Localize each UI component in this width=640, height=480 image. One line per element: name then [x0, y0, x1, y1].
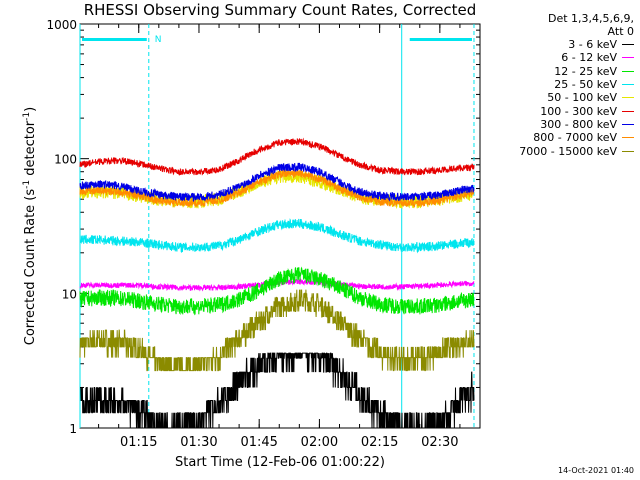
y-axis-title-part: Corrected Count Rate (s: [23, 189, 38, 346]
x-tick-label: 02:30: [421, 435, 458, 450]
legend-entry: 6 - 12 keV: [486, 51, 634, 64]
legend-entry: 100 - 300 keV: [486, 104, 634, 118]
series-line-800-7000-kev: [79, 167, 475, 208]
legend-swatch: [622, 84, 634, 86]
legend-entry: 3 - 6 keV: [486, 38, 634, 51]
x-tick-label: 02:15: [361, 435, 398, 450]
y-tick-label: 1000: [46, 18, 77, 32]
legend-entry-label: 50 - 100 keV: [547, 91, 617, 105]
chart-title: RHESSI Observing Summary Count Rates, Co…: [83, 1, 477, 19]
y-axis-title: Corrected Count Rate (s-1 detector-1): [22, 107, 38, 345]
legend-entry: 300 - 800 keV: [486, 118, 634, 131]
x-tick-label: 01:30: [180, 435, 217, 450]
timestamp: 14-Oct-2021 01:40: [558, 466, 634, 475]
y-axis-title-part: ): [23, 107, 38, 112]
legend-entry-label: 7000 - 15000 keV: [519, 144, 617, 158]
legend-entry-label: 100 - 300 keV: [540, 104, 617, 118]
legend-swatch: [622, 44, 634, 46]
legend-entry: 25 - 50 keV: [486, 78, 634, 91]
x-tick-label: 01:45: [240, 435, 277, 450]
legend-entry-label: 12 - 25 keV: [554, 64, 617, 78]
legend-header-line2: Att 0: [607, 25, 634, 38]
legend-swatch: [622, 57, 634, 59]
series-line-25-50-kev: [79, 218, 475, 254]
legend-entry-label: 300 - 800 keV: [540, 117, 617, 131]
legend-swatch: [622, 150, 634, 152]
legend-swatch: [622, 137, 634, 139]
legend-swatch: [622, 123, 634, 125]
legend-entry: 50 - 100 keV: [486, 91, 634, 104]
y-tick-label: 1: [69, 422, 77, 436]
series-line-100-300-kev: [79, 137, 475, 176]
series-line-3-6-kev: [80, 352, 475, 429]
x-axis-title: Start Time (12-Feb-06 01:00:22): [175, 455, 385, 470]
y-tick-label: 10: [62, 287, 77, 301]
x-tick-label: 02:00: [301, 435, 338, 450]
series-line-12-25-kev: [79, 266, 475, 316]
y-tick-label: 100: [54, 153, 77, 167]
y-axis-title-superscript: -1: [22, 112, 32, 121]
night-bar: [82, 38, 147, 41]
legend-entry-label: 3 - 6 keV: [568, 38, 617, 52]
y-axis-title-superscript: -1: [22, 180, 32, 189]
y-axis-title-part: detector: [23, 120, 38, 180]
legend: Det 1,3,4,5,6,9, Att 0 3 - 6 keV 6 - 12 k…: [486, 12, 634, 158]
legend-entry-label: 25 - 50 keV: [554, 78, 617, 92]
series-line-7000-15000-kev: [79, 289, 475, 372]
legend-entries: 3 - 6 keV 6 - 12 keV 12 - 25 keV 25 - 50 ke…: [486, 38, 634, 158]
night-marker: N: [155, 35, 162, 45]
legend-entry-label: 800 - 7000 keV: [533, 131, 617, 145]
legend-swatch: [622, 110, 634, 112]
legend-header-line1: Det 1,3,4,5,6,9,: [547, 12, 634, 25]
series-line-6-12-kev: [79, 277, 475, 292]
legend-entry: 7000 - 15000 keV: [486, 144, 634, 158]
legend-entry: 800 - 7000 keV: [486, 131, 634, 144]
legend-entry-label: 6 - 12 keV: [561, 51, 617, 65]
legend-entry: 12 - 25 keV: [486, 65, 634, 78]
x-tick-label: 01:15: [120, 435, 157, 450]
night-bar: [409, 38, 472, 41]
legend-swatch: [622, 97, 634, 99]
legend-swatch: [622, 70, 634, 72]
series-line-300-800-kev: [79, 162, 475, 203]
